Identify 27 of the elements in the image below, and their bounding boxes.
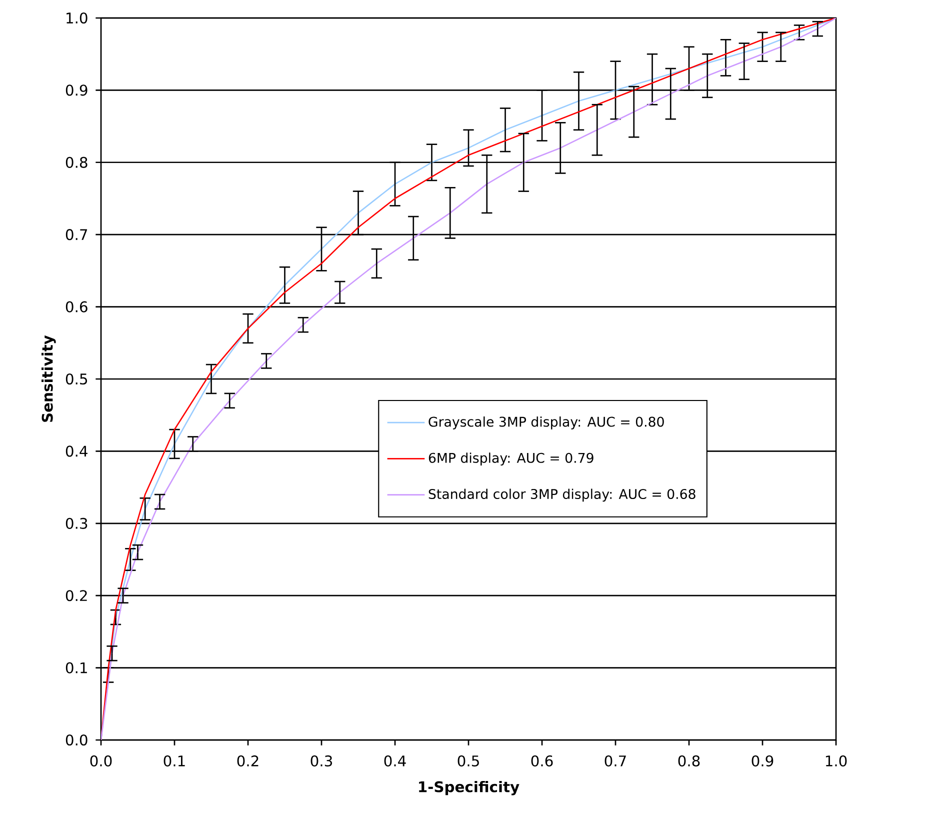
x-tick-label: 1.0: [826, 755, 847, 766]
x-tick-label: 0.6: [531, 755, 553, 766]
y-tick-label: 0.0: [66, 734, 88, 746]
y-tick-label: 0.6: [66, 301, 88, 312]
y-tick-label: 0.9: [66, 84, 88, 96]
y-tick-label: 0.7: [66, 229, 88, 240]
legend-label: 6MP display: AUC = 0.79: [428, 452, 594, 466]
y-axis-title: Sensitivity: [42, 335, 56, 422]
y-tick-label: 0.3: [66, 518, 88, 529]
x-tick-label: 0.2: [237, 755, 258, 766]
x-tick-label: 0.1: [164, 755, 185, 766]
x-axis-title: 1-Specificity: [419, 780, 520, 796]
x-tick-label: 0.9: [752, 755, 774, 766]
legend-label: Standard color 3MP display: AUC = 0.68: [428, 488, 696, 502]
x-tick-label: 0.5: [458, 755, 479, 766]
y-tick-label: 0.2: [66, 590, 87, 602]
y-tick-label: 0.5: [66, 373, 88, 385]
y-tick-label: 1.0: [66, 12, 88, 24]
y-tick-label: 0.8: [66, 156, 88, 168]
x-tick-label: 0.4: [384, 755, 406, 766]
x-tick-label: 0.0: [90, 755, 112, 766]
x-tick-label: 0.8: [678, 755, 700, 766]
y-tick-label: 0.4: [66, 446, 88, 457]
legend-label: Grayscale 3MP display: AUC = 0.80: [428, 416, 664, 430]
x-tick-label: 0.7: [604, 755, 626, 766]
x-tick-label: 0.3: [310, 755, 332, 766]
y-tick-label: 0.1: [66, 662, 87, 674]
